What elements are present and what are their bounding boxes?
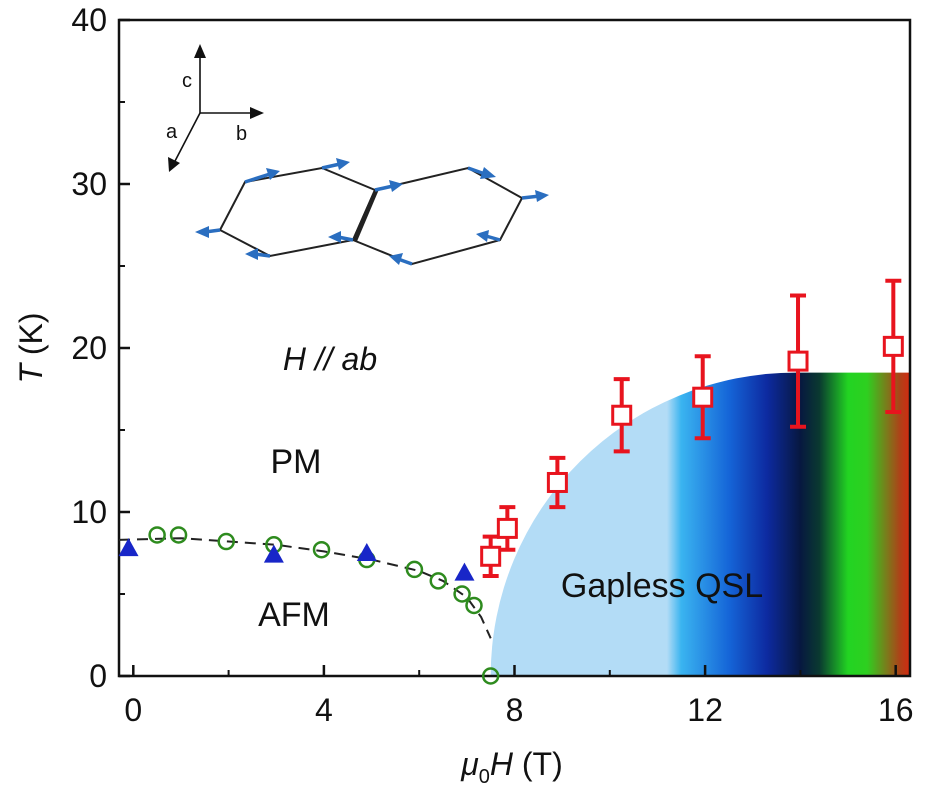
honeycomb-lattice-icon (195, 158, 549, 266)
red-square-point (787, 350, 809, 372)
x-tick-label: 12 (687, 692, 723, 728)
x-tick-label: 8 (506, 692, 524, 728)
blue-triangle-series (118, 538, 475, 581)
blue-triangle-point (356, 543, 377, 561)
green-circle-point (312, 540, 331, 559)
y-tick-label: 10 (71, 494, 107, 530)
red-square-point (480, 545, 502, 567)
x-axis-unit: (T) (513, 746, 563, 782)
green-circle-point (429, 572, 448, 590)
field-direction-label: H // ab (283, 341, 377, 377)
red-square-point (882, 335, 904, 357)
y-tick-label: 40 (71, 2, 107, 38)
y-tick-label: 20 (71, 330, 107, 366)
crystal-axes-icon: c b a (166, 44, 264, 172)
y-tick-label: 30 (71, 166, 107, 202)
axis-c-label: c (182, 70, 192, 92)
y-axis-var: T (13, 362, 49, 384)
gapless-qsl-region (490, 372, 910, 676)
green-circle-point (453, 585, 471, 603)
axis-b-label: b (236, 123, 247, 145)
green-circle-point (405, 560, 424, 579)
axis-ticks (119, 18, 897, 678)
green-circle-point (217, 532, 235, 551)
x-tick-label: 4 (315, 692, 333, 728)
gapless-qsl-label: Gapless QSL (561, 567, 763, 605)
x-axis-mu: μ (460, 746, 479, 782)
x-axis-var: H (490, 746, 514, 782)
x-axis-subscript: 0 (479, 766, 490, 788)
red-square-point (496, 517, 518, 539)
axis-a-label: a (166, 121, 178, 143)
green-circle-point (148, 526, 166, 544)
green-circle-point (481, 667, 500, 685)
red-square-point (546, 471, 568, 493)
red-square-point (692, 386, 714, 408)
green-circle-point (169, 526, 188, 544)
afm-label: AFM (258, 596, 330, 634)
x-tick-label: 16 (878, 692, 914, 728)
green-circle-point (465, 596, 483, 615)
spin-arrow-icons (195, 158, 549, 266)
x-axis-title: μ0H (T) (460, 746, 563, 788)
red-square-point (611, 404, 633, 426)
y-axis-unit: (K) (13, 312, 49, 364)
x-tick-labels: 0 4 8 12 16 (124, 692, 913, 728)
red-square-series (480, 278, 904, 578)
y-axis-title: T (K) (13, 312, 49, 383)
y-tick-labels: 0 10 20 30 40 (71, 2, 107, 694)
blue-triangle-point (454, 562, 475, 581)
y-tick-label: 0 (89, 658, 107, 694)
blue-triangle-point (118, 538, 139, 557)
x-tick-label: 0 (124, 692, 142, 728)
pm-label: PM (271, 443, 322, 481)
blue-triangle-point (263, 544, 284, 563)
